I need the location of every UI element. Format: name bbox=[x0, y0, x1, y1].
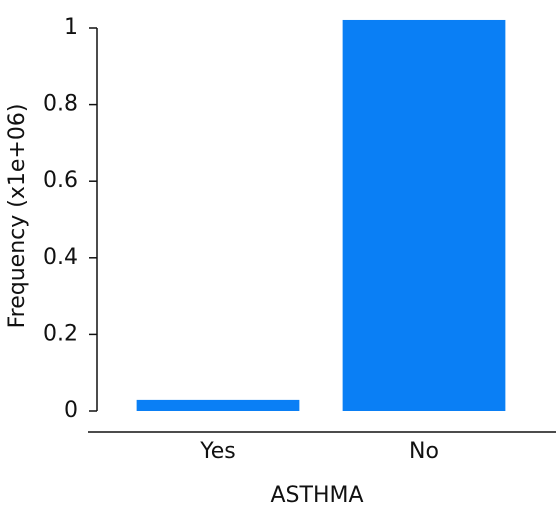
y-tick-label: 0 bbox=[64, 398, 78, 423]
y-tick-label: 0.2 bbox=[43, 321, 78, 346]
x-tick-label: No bbox=[409, 439, 439, 464]
y-tick-label: 0.8 bbox=[43, 92, 78, 117]
y-tick-label: 0.4 bbox=[43, 245, 78, 270]
y-axis-label: Frequency (x1e+06) bbox=[5, 104, 30, 329]
y-tick-label: 1 bbox=[64, 15, 78, 40]
bar bbox=[342, 19, 506, 411]
x-tick-label: Yes bbox=[199, 439, 236, 464]
bar bbox=[136, 399, 300, 411]
x-axis-label: ASTHMA bbox=[270, 483, 363, 508]
y-tick-label: 0.6 bbox=[43, 168, 78, 193]
